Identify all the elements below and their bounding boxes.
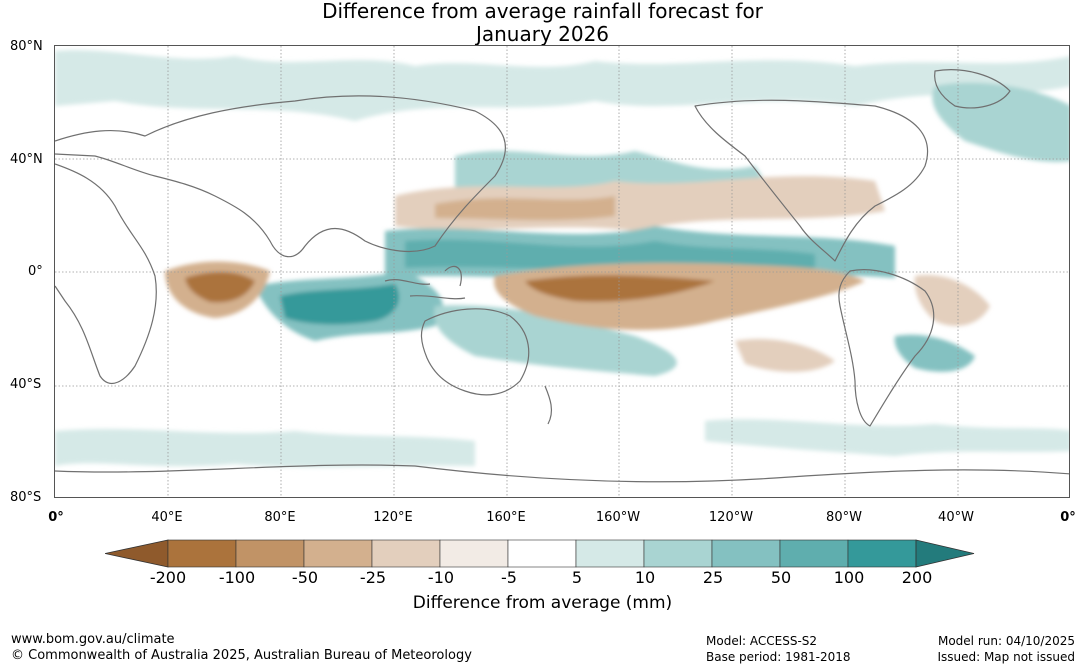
lat-label-80n: 80°N [10,39,43,54]
colorbar-segment [711,539,781,568]
south-pacific-dry-patch [735,338,835,372]
colorbar-segment [303,539,373,568]
colorbar-tick: -5 [501,568,517,587]
map-title-line2: January 2026 [475,22,610,46]
south-america-wet-anomaly [894,334,975,372]
coastlines [55,69,1069,483]
indian-ocean-wet-core [280,284,399,325]
colorbar-tick: 100 [833,568,865,587]
colorbar-tick: -100 [218,568,256,587]
africa-outline [55,163,157,384]
footer-copyright: © Commonwealth of Australia 2025, Austra… [11,648,472,663]
lon-label-0-west: 0° [48,510,64,525]
arctic-wet-anomaly [55,50,1069,121]
colorbar-segment [439,539,509,568]
colorbar-tick: -10 [427,568,455,587]
map-title: Difference from average rainfall forecas… [0,0,1085,46]
colorbar-title: Difference from average (mm) [412,593,673,613]
lon-label-160w: 160°W [595,510,641,525]
maritime-continent-outline [384,265,466,300]
colorbar-tick: 25 [702,568,724,587]
southern-ocean-wet-patches-east [705,419,1069,456]
southern-ocean-wet-patches [55,428,475,468]
lon-label-40w: 40°W [938,510,974,525]
footer-issued: Issued: Map not issued [937,650,1075,664]
colorbar-tick: 50 [770,568,792,587]
lat-label-40n: 40°N [10,152,43,167]
colorbar-tick: 200 [901,568,933,587]
colorbar-segment [779,539,849,568]
map-title-line1: Difference from average rainfall forecas… [322,0,763,23]
lon-label-160e: 160°E [486,510,526,525]
north-pacific-dry-core [435,196,615,221]
south-america-dry-anomaly [914,275,990,326]
footer-model-run: Model run: 04/10/2025 [937,634,1075,648]
colorbar-arrow-high [915,539,975,568]
colorbar-segment [235,539,305,568]
colorbar-segment [575,539,645,568]
rainfall-anomaly-map [54,45,1070,498]
australia-outline [420,308,530,396]
footer-website: www.bom.gov.au/climate [11,632,175,647]
europe-asia-outline [55,95,506,258]
lon-label-40e: 40°E [151,510,183,525]
colorbar-segment [507,539,577,568]
lon-label-80w: 80°W [826,510,862,525]
lon-label-0-east: 0° [1060,510,1076,525]
lat-label-40s: 40°S [10,377,42,392]
north-atlantic-wet-anomaly [932,82,1069,162]
colorbar-tick: 10 [634,568,656,587]
antarctica-outline [55,464,1069,483]
colorbar-segment [643,539,713,568]
greenland-outline [934,69,1011,109]
central-pacific-dry-core [525,275,715,302]
lon-label-120e: 120°E [373,510,413,525]
colorbar-segment [371,539,441,568]
footer-base-period: Base period: 1981-2018 [706,650,851,664]
lat-label-80s: 80°S [10,490,42,505]
lat-label-equator: 0° [28,264,43,279]
footer-model: Model: ACCESS-S2 [706,634,818,648]
new-zealand-outline [544,385,553,425]
colorbar-segment [847,539,917,568]
colorbar-tick: -25 [359,568,387,587]
south-america-outline [838,269,935,427]
colorbar [104,537,980,575]
anomaly-shading [55,50,1069,468]
colorbar-tick: -50 [291,568,319,587]
colorbar-tick: -200 [149,568,187,587]
graticule [55,46,1069,497]
colorbar-arrow-low [104,539,169,568]
south-pacific-wet-anomaly [434,305,677,376]
lon-label-80e: 80°E [264,510,296,525]
lon-label-120w: 120°W [708,510,754,525]
colorbar-tick: 5 [571,568,583,587]
north-america-outline [694,99,929,262]
west-indian-ocean-dry-core [185,271,255,303]
colorbar-segment [167,539,237,568]
itcz-wet-core [405,239,815,270]
